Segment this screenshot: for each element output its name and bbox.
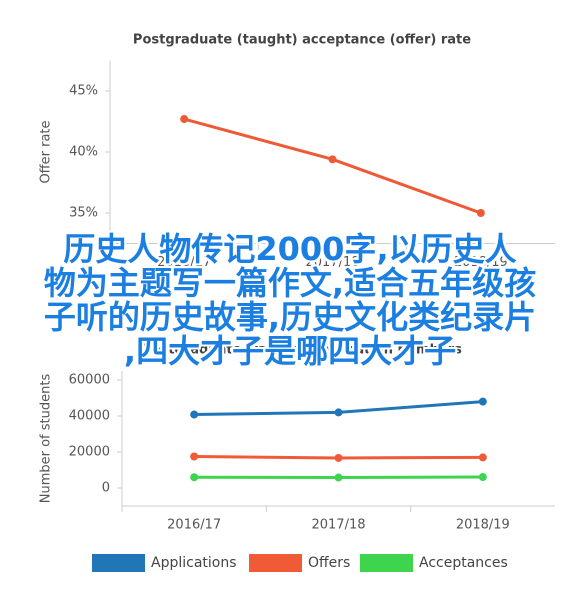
legend-swatch [249, 554, 302, 572]
x-tick-label: 2017/18 [305, 255, 359, 270]
x-tick-label: 2016/17 [157, 255, 211, 270]
data-point [334, 473, 343, 482]
data-point [190, 410, 199, 419]
data-point [478, 453, 487, 462]
overlay-line: ,四大才子是哪四大才子 [123, 332, 457, 370]
y-tick-label: 20000 [69, 445, 110, 460]
x-tick-label: 2018/19 [456, 518, 510, 533]
y-axis-label: Number of students [39, 374, 54, 504]
data-point [180, 115, 189, 124]
chart-title: Postgraduate (taught) acceptance (offer)… [133, 33, 471, 48]
overlay-text: 历史人物传记2000字,以历史人 物为主题写一篇作文,适合五年级孩 子听的历史故事,… [0, 232, 580, 368]
chart-title: Postgraduate (taught) application number… [142, 343, 462, 358]
legend-swatch [92, 554, 145, 572]
y-tick-label: 40% [69, 145, 98, 160]
data-point [190, 473, 199, 482]
y-tick-label: 40000 [69, 409, 110, 424]
y-tick-label: 0 [102, 481, 110, 496]
legend-label: Acceptances [419, 555, 508, 571]
overlay-line: 子听的历史故事,历史文化类纪录片 [43, 298, 537, 336]
y-axis-label: Offer rate [39, 120, 54, 183]
data-point [478, 397, 487, 406]
y-tick-label: 45% [69, 84, 98, 99]
data-point [478, 473, 487, 482]
data-point [328, 155, 337, 164]
x-tick-label: 2016/17 [167, 518, 221, 533]
overlay-line: 历史人物传记2000字,以历史人 [63, 230, 517, 268]
series-line [183, 117, 482, 215]
legend-label: Applications [151, 555, 237, 571]
y-tick-label: 60000 [69, 373, 110, 388]
overlay-line: 物为主题写一篇作文,适合五年级孩 [43, 264, 537, 302]
x-tick-label: 2017/18 [311, 518, 365, 533]
x-tick-label: 2018/19 [454, 255, 508, 270]
data-point [334, 453, 343, 462]
legend-swatch [360, 554, 413, 572]
data-point [190, 452, 199, 461]
legend-label: Offers [308, 555, 350, 571]
data-point [476, 209, 485, 217]
data-point [334, 408, 343, 417]
y-tick-label: 35% [69, 206, 98, 221]
